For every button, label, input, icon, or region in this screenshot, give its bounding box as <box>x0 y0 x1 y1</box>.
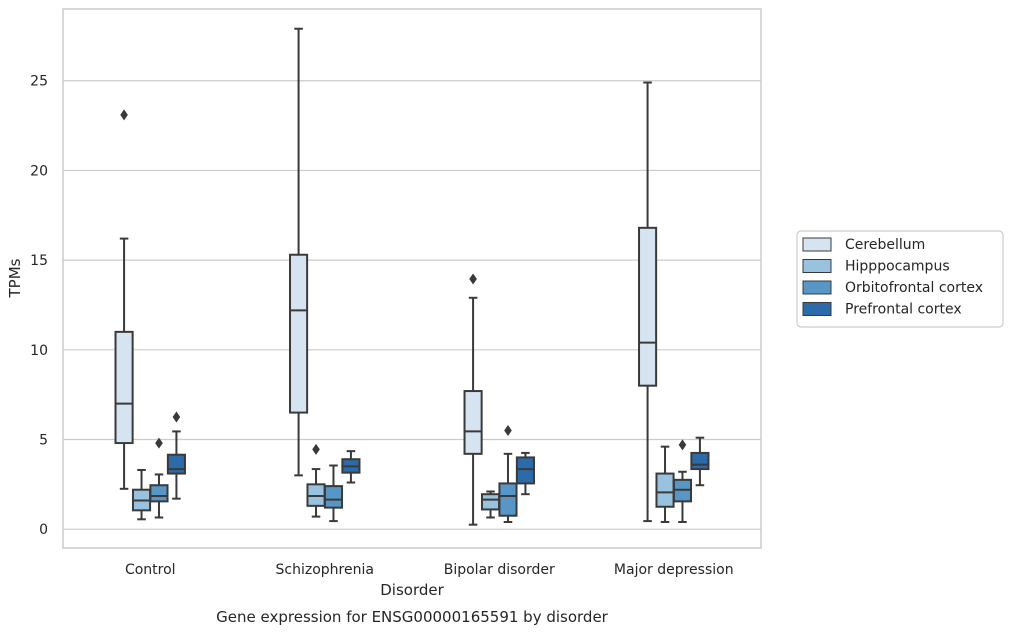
legend-item: Prefrontal cortex <box>802 302 962 318</box>
y-tick-label: 15 <box>30 253 48 269</box>
box-orbitofrontal-cortex <box>323 464 344 523</box>
box-cerebellum <box>114 109 134 490</box>
box-prefrontal-cortex <box>166 411 186 500</box>
outlier-marker <box>312 443 320 455</box>
x-tick-label: Major depression <box>614 562 734 578</box>
outlier-marker <box>504 425 512 437</box>
box-iqr <box>638 226 658 387</box>
y-tick-label: 25 <box>30 74 48 90</box>
y-tick-labels: 0 5 10 15 20 25 <box>30 74 48 538</box>
box-iqr <box>166 453 186 475</box>
legend-label: Orbitofrontal cortex <box>845 280 983 296</box>
outlier-marker <box>120 109 128 121</box>
outlier-marker <box>678 439 687 451</box>
y-tick-label: 10 <box>30 343 48 359</box>
box-iqr <box>114 330 134 445</box>
box-orbitofrontal-cortex <box>498 425 518 523</box>
box-iqr <box>463 390 483 455</box>
box-hipppocampus <box>131 468 152 521</box>
box-iqr <box>289 253 309 414</box>
box-prefrontal-cortex <box>515 451 535 496</box>
x-tick-label: Schizophrenia <box>276 562 374 578</box>
box-iqr <box>498 482 518 517</box>
box-cerebellum <box>463 273 483 526</box>
legend-swatch <box>802 302 832 316</box>
x-tick-label: Bipolar disorder <box>444 562 555 578</box>
legend-item: Orbitofrontal cortex <box>802 280 983 296</box>
box-cerebellum <box>638 81 658 523</box>
x-tick-labels: Control Schizophrenia Bipolar disorder Majo… <box>125 562 734 578</box>
box-iqr <box>655 472 675 508</box>
box-orbitofrontal-cortex <box>672 439 693 523</box>
outlier-marker <box>155 437 163 449</box>
legend-item: Cerebellum <box>802 237 925 253</box>
box-iqr <box>323 485 344 509</box>
box-prefrontal-cortex <box>341 450 361 484</box>
legend-frame <box>796 230 1004 328</box>
box-iqr <box>149 484 169 503</box>
x-axis-label: Disorder <box>380 581 444 599</box>
legend-label: Cerebellum <box>845 237 925 253</box>
y-tick-label: 0 <box>39 522 48 538</box>
gridlines <box>63 80 761 530</box>
box-prefrontal-cortex <box>690 436 710 487</box>
box-cerebellum <box>289 27 309 477</box>
y-tick-label: 5 <box>39 432 48 448</box>
legend-item: Hipppocampus <box>802 259 950 275</box>
legend: Cerebellum Hipppocampus Orbitofrontal cort… <box>796 230 1004 328</box>
outlier-marker <box>172 411 181 423</box>
boxes-layer <box>114 27 710 526</box>
y-axis-label: TPMs <box>6 258 24 298</box>
outlier-marker <box>469 273 477 285</box>
box-orbitofrontal-cortex <box>149 437 169 519</box>
box-iqr <box>515 456 535 485</box>
box-iqr <box>480 493 501 511</box>
legend-label: Hipppocampus <box>845 259 950 275</box>
box-hipppocampus <box>480 490 501 519</box>
box-hipppocampus <box>655 445 675 523</box>
y-tick-label: 20 <box>30 163 48 179</box>
legend-swatch <box>802 280 832 295</box>
box-iqr <box>690 451 710 471</box>
legend-label: Prefrontal cortex <box>845 302 962 318</box>
legend-swatch <box>802 237 832 252</box>
plot-frame <box>62 8 762 549</box>
x-tick-label: Control <box>125 562 176 578</box>
box-hipppocampus <box>306 443 326 518</box>
legend-swatch <box>802 259 832 273</box>
chart-caption: Gene expression for ENSG00000165591 by d… <box>216 608 609 626</box>
